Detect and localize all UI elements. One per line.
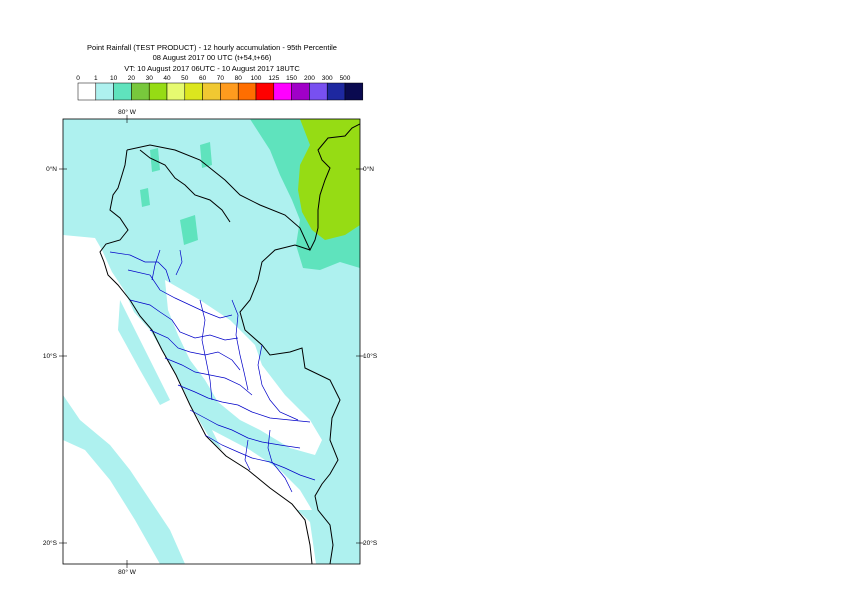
graticule-ticks [59, 115, 364, 568]
lat-label-left: 0°N [46, 165, 57, 173]
legend-threshold-label: 50 [181, 75, 189, 82]
legend-threshold-label: 30 [146, 75, 154, 82]
lat-label-right: 20°S [363, 539, 378, 547]
legend-threshold-label: 100 [251, 75, 262, 82]
lat-label-left: 10°S [43, 352, 58, 360]
dry-andes-patch [212, 430, 312, 510]
moderate-rain-cell [180, 215, 198, 245]
legend-threshold-label: 80 [235, 75, 243, 82]
legend-threshold-label: 60 [199, 75, 207, 82]
legend-threshold-label: 0 [76, 75, 80, 82]
legend-threshold-label: 300 [322, 75, 333, 82]
legend-threshold-label: 40 [163, 75, 171, 82]
country-border [239, 244, 341, 564]
offshore-rain-band [118, 300, 170, 405]
legend-threshold-label: 10 [110, 75, 118, 82]
legend-threshold-label: 500 [340, 75, 351, 82]
lat-label-right: 10°S [363, 352, 378, 360]
legend-threshold-label: 125 [268, 75, 279, 82]
coastline [99, 149, 313, 564]
offshore-rain-band [63, 395, 185, 564]
legend-threshold-label: 20 [128, 75, 136, 82]
legend-threshold-label: 150 [286, 75, 297, 82]
moderate-rain-cell [140, 188, 150, 207]
title-line-2: 08 August 2017 00 UTC (t+54,t+66) [152, 53, 272, 62]
country-border [139, 149, 231, 223]
heavy-rain-area [298, 119, 360, 240]
title-line-3: VT: 10 August 2017 06UTC - 10 August 201… [124, 64, 300, 73]
map-frame [62, 118, 361, 565]
country-border [126, 123, 360, 252]
legend-threshold-label: 200 [304, 75, 315, 82]
title-line-1: Point Rainfall (TEST PRODUCT) - 12 hourl… [87, 43, 337, 52]
region-boundaries [109, 249, 316, 493]
color-legend: 0 1 10 20 30 40 50 60 70 80 100 125 150 200 300 500 [76, 75, 364, 101]
moderate-rain-cell [200, 142, 212, 168]
lon-label-bottom: 80° W [118, 568, 137, 576]
lat-label-right: 0°N [363, 165, 374, 173]
legend-threshold-label: 70 [217, 75, 225, 82]
legend-swatch [344, 82, 364, 101]
lon-label-top: 80° W [118, 108, 137, 116]
lat-label-left: 20°S [43, 539, 58, 547]
legend-threshold-label: 1 [94, 75, 98, 82]
